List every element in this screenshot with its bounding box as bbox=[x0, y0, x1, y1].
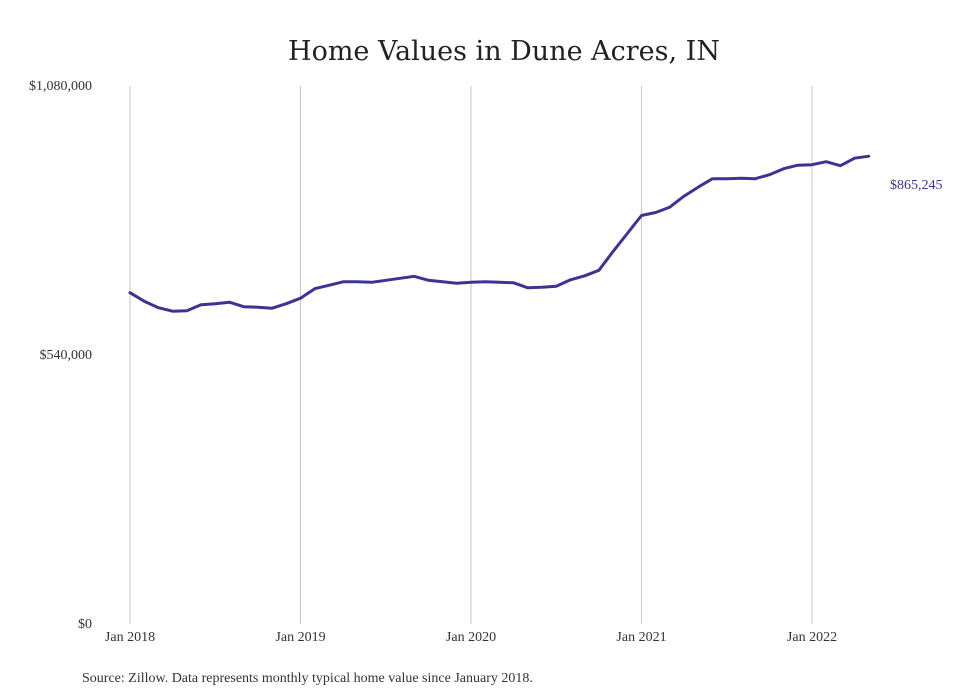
x-tick-label: Jan 2019 bbox=[275, 630, 325, 645]
y-tick-label: $1,080,000 bbox=[29, 79, 92, 94]
series-group bbox=[128, 154, 871, 313]
x-tick-label: Jan 2020 bbox=[446, 630, 496, 645]
y-tick-label: $540,000 bbox=[40, 348, 93, 363]
x-axis: Jan 2018 Jan 2019 Jan 2020 Jan 2021 Jan 2022 bbox=[105, 630, 837, 645]
source-note: Source: Zillow. Data represents monthly … bbox=[82, 671, 533, 686]
y-axis: $0 $540,000 $1,080,000 bbox=[29, 79, 92, 632]
y-tick-label: $0 bbox=[78, 617, 92, 632]
x-tick-label: Jan 2022 bbox=[787, 630, 837, 645]
chart-title: Home Values in Dune Acres, IN bbox=[288, 36, 720, 67]
series-line-0 bbox=[128, 154, 871, 313]
grid bbox=[129, 86, 813, 624]
x-tick-label: Jan 2021 bbox=[616, 630, 666, 645]
x-tick-label: Jan 2018 bbox=[105, 630, 155, 645]
end-value-label: $865,245 bbox=[890, 178, 943, 193]
